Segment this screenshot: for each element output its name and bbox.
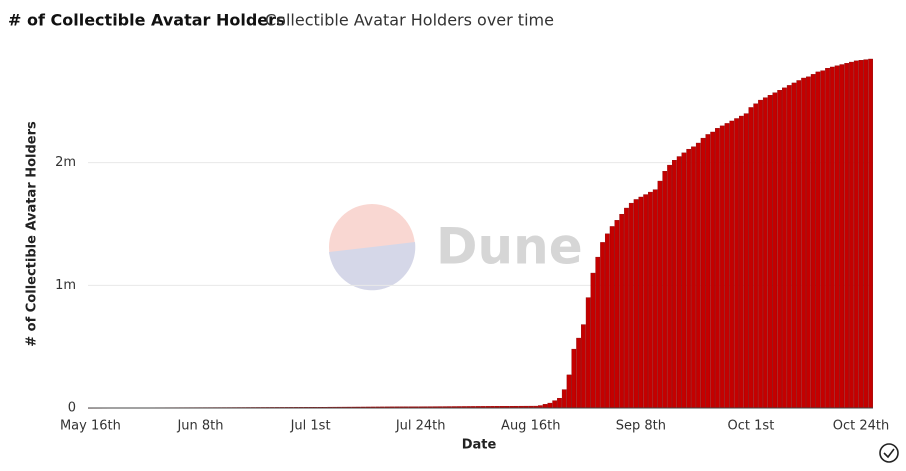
bar (595, 256, 601, 409)
bar (561, 389, 567, 409)
bar (691, 146, 696, 409)
bar (624, 207, 629, 409)
bar (825, 68, 830, 409)
chart-subtitle: Collectible Avatar Holders over time (265, 11, 554, 30)
bar (767, 94, 773, 409)
bar (657, 180, 663, 409)
bar (829, 66, 835, 409)
bar (786, 85, 792, 409)
bar (844, 63, 850, 409)
bar (734, 118, 739, 409)
bar (652, 189, 658, 409)
bar (777, 90, 783, 409)
bar (719, 125, 725, 409)
bar (782, 87, 787, 409)
bar (628, 202, 634, 409)
bar (729, 120, 735, 409)
bar (820, 70, 826, 409)
bar (600, 242, 605, 409)
y-tick-label: 2m (55, 155, 76, 170)
bar (853, 60, 859, 409)
check-icon[interactable] (879, 443, 899, 463)
x-tick-label: May 16th (60, 419, 121, 434)
bar (571, 348, 577, 409)
bar (810, 74, 816, 409)
watermark-logo (329, 204, 416, 291)
bar (619, 213, 625, 409)
bar (806, 76, 811, 409)
bar (724, 123, 730, 409)
y-tick-label: 1m (55, 278, 76, 293)
bar (609, 226, 615, 409)
bar (590, 272, 596, 409)
chart-title: # of Collectible Avatar Holders (8, 11, 286, 30)
bar (681, 152, 687, 409)
bar (801, 77, 806, 409)
bar (868, 58, 873, 409)
bar (604, 233, 610, 409)
bar (638, 196, 644, 409)
bar (762, 97, 768, 409)
y-axis-label: # of Collectible Avatar Holders (25, 121, 40, 347)
bar (667, 164, 672, 409)
x-tick-label: Jul 1st (290, 419, 331, 434)
bar (614, 220, 620, 409)
bar (705, 134, 711, 409)
bar (557, 397, 562, 409)
bar (542, 404, 548, 409)
bar (834, 65, 840, 409)
bar (710, 131, 716, 409)
x-tick-label: Oct 24th (833, 419, 890, 434)
bar (662, 171, 668, 409)
watermark: Dune (436, 218, 583, 276)
bar (758, 99, 763, 409)
bar (748, 107, 754, 409)
bar (686, 148, 692, 409)
bar (552, 400, 558, 409)
x-tick-label: Sep 8th (616, 419, 666, 434)
bar (863, 59, 869, 409)
bar (576, 337, 581, 409)
bar (743, 113, 749, 409)
bar (581, 324, 586, 409)
bar (648, 191, 653, 409)
bar (643, 194, 648, 409)
x-tick-label: Jun 8th (176, 419, 223, 434)
x-axis-label: Date (462, 438, 497, 453)
bar (700, 137, 706, 409)
bar (585, 297, 591, 409)
x-tick-label: Jul 24th (395, 419, 446, 434)
y-tick-label: 0 (68, 401, 76, 416)
bar (676, 156, 682, 409)
bar (753, 103, 759, 409)
bar (715, 128, 720, 409)
bar (566, 374, 572, 409)
x-tick-label: Aug 16th (501, 419, 560, 434)
bar (739, 115, 744, 409)
bar (849, 61, 854, 409)
bar (858, 60, 864, 409)
bar (839, 64, 845, 409)
bar (791, 82, 797, 409)
bar (547, 402, 553, 409)
bar (772, 92, 778, 409)
bar (672, 160, 677, 409)
bar (633, 199, 639, 409)
bar (815, 71, 821, 409)
bar (796, 80, 802, 409)
x-tick-label: Oct 1st (728, 419, 775, 434)
bar (695, 142, 701, 409)
